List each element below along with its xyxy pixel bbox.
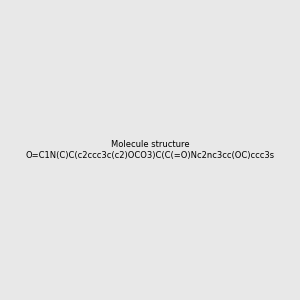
Text: Molecule structure
O=C1N(C)C(c2ccc3c(c2)OCO3)C(C(=O)Nc2nc3cc(OC)ccc3s: Molecule structure O=C1N(C)C(c2ccc3c(c2)… [26, 140, 275, 160]
